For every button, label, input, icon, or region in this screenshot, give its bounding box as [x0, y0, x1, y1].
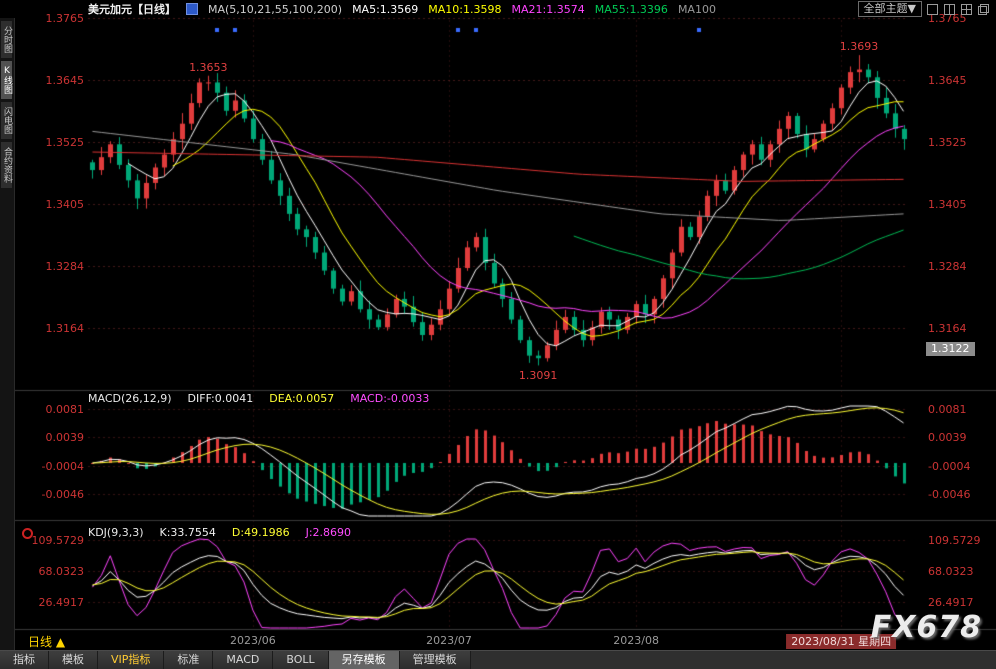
kdj-panel-indicator-icon[interactable]	[22, 528, 33, 539]
sidebar-tab-4[interactable]: 合约资料	[1, 142, 12, 188]
kdj-j-value: J:2.8690	[305, 526, 352, 539]
macd-dea-value: DEA:0.0057	[269, 392, 335, 405]
bottom-tab-2[interactable]: 模板	[49, 651, 98, 669]
symbol-title: 美元加元【日线】	[88, 3, 176, 16]
window-vsplit-icon[interactable]	[943, 3, 956, 16]
bottom-tab-8[interactable]: 管理模板	[399, 651, 471, 669]
kdj-d-value: D:49.1986	[231, 526, 290, 539]
window-grid-icon[interactable]	[960, 3, 973, 16]
sidebar-tab-1[interactable]: 分时图	[1, 21, 12, 58]
ma-value-5: MA100	[677, 2, 716, 16]
window-maximize-icon[interactable]	[926, 3, 939, 16]
timeframe-selector[interactable]: 日线 ▲	[28, 633, 65, 650]
kdj-title[interactable]: KDJ(9,3,3)	[88, 526, 144, 539]
chart-type-sidebar: 分时图 K线图闪电图合约资料	[0, 18, 15, 650]
ma-values-group: MA5:1.3569 MA10:1.3598 MA21:1.3574 MA55:1.3…	[352, 3, 716, 16]
ma-value-3: MA21:1.3574	[511, 2, 585, 16]
macd-hist-value: MACD:-0.0033	[350, 392, 430, 405]
kdj-k-value: K:33.7554	[159, 526, 216, 539]
ma-value-2: MA10:1.3598	[428, 2, 502, 16]
chart-header: 美元加元【日线】 MA(5,10,21,55,100,200) MA5:1.35…	[0, 0, 996, 18]
macd-diff-value: DIFF:0.0041	[187, 392, 254, 405]
macd-panel-header: MACD(26,12,9) DIFF:0.0041 DEA:0.0057 MAC…	[88, 392, 429, 405]
kdj-panel-header: KDJ(9,3,3) K:33.7554 D:49.1986 J:2.8690	[88, 526, 351, 539]
window-cascade-icon[interactable]	[977, 3, 990, 16]
sidebar-tab-3[interactable]: 闪电图	[1, 102, 12, 139]
bottom-tab-1[interactable]: 指标	[0, 651, 49, 669]
indicator-template-tabbar: 指标 模板 VIP指标 标准 MACD BOLL 另存模板 管理模板	[0, 650, 996, 669]
ma-value-4: MA55:1.3396	[594, 2, 668, 16]
bottom-tab-6[interactable]: BOLL	[273, 651, 329, 669]
timeframe-label: 日线	[28, 635, 53, 649]
bottom-tab-5[interactable]: MACD	[213, 651, 274, 669]
bottom-tab-4[interactable]: 标准	[164, 651, 214, 669]
header-toolbar: 全部主题▼	[857, 1, 996, 17]
bottom-tab-7[interactable]: 另存模板	[328, 651, 400, 669]
macd-title[interactable]: MACD(26,12,9)	[88, 392, 172, 405]
ma-settings-icon[interactable]	[186, 3, 198, 15]
timeframe-arrow-icon: ▲	[55, 635, 66, 649]
brand-watermark: FX678	[870, 610, 982, 645]
theme-selector-dropdown[interactable]: 全部主题▼	[857, 1, 922, 17]
ma-value-1: MA5:1.3569	[352, 2, 419, 16]
ma-settings-label[interactable]: MA(5,10,21,55,100,200)	[208, 2, 343, 16]
bottom-tab-3[interactable]: VIP指标	[98, 651, 165, 669]
sidebar-tab-2[interactable]: K线图	[1, 61, 12, 99]
